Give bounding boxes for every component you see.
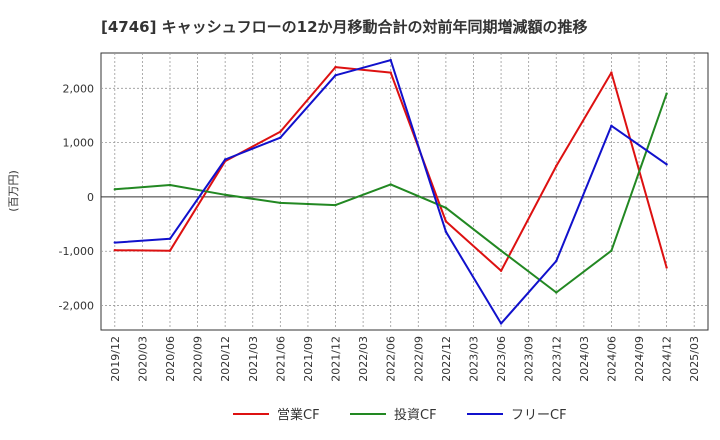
x-tick-label: 2023/03 bbox=[467, 336, 480, 382]
series-3-point-2021/06 bbox=[279, 136, 282, 139]
y-tick-label: 0 bbox=[87, 191, 94, 204]
series-lines bbox=[113, 58, 668, 325]
x-tick-label: 2020/12 bbox=[219, 336, 232, 382]
x-axis-ticks: 2019/12 2020/03 2020/06 2020/09 2020/12 2021/… bbox=[109, 336, 701, 382]
x-tick-label: 2022/03 bbox=[357, 336, 370, 382]
x-tick-label: 2024/09 bbox=[633, 336, 646, 382]
series-3-point-2023/12 bbox=[555, 259, 558, 263]
chart-title: [4746] キャッシュフローの12か月移動合計の対前年同期増減額の推移 bbox=[101, 18, 588, 36]
legend: 営業CF 投資CF フリーCF bbox=[233, 407, 567, 423]
x-tick-label: 2023/06 bbox=[495, 336, 508, 382]
y-axis-ticks: -2,000 -1,000 0 1,000 2,000 bbox=[59, 82, 94, 312]
series-1-point-2023/06 bbox=[499, 269, 503, 272]
legend-label-2: 投資CF bbox=[394, 407, 437, 423]
series-2-point-2021/12 bbox=[334, 203, 337, 207]
series-1-point-2022/06 bbox=[389, 71, 392, 74]
series-2-point-2024/12 bbox=[665, 92, 668, 95]
y-tick-label: 1,000 bbox=[63, 137, 95, 150]
series-3-point-2020/06 bbox=[168, 237, 172, 240]
series-3-point-2023/06 bbox=[499, 322, 503, 325]
x-tick-label: 2021/06 bbox=[274, 336, 287, 382]
series-3-point-2020/12 bbox=[223, 158, 227, 161]
x-tick-label: 2023/12 bbox=[550, 336, 563, 382]
series-2-point-2019/12 bbox=[113, 188, 116, 191]
x-tick-label: 2020/09 bbox=[192, 336, 205, 382]
series-1-point-2021/06 bbox=[279, 130, 282, 133]
x-tick-label: 2021/12 bbox=[330, 336, 343, 382]
x-tick-label: 2020/03 bbox=[136, 336, 149, 382]
series-3-point-2024/12 bbox=[665, 163, 668, 166]
series-1-point-2019/12 bbox=[113, 248, 116, 252]
grid-lines bbox=[101, 53, 708, 330]
y-tick-label: -1,000 bbox=[59, 245, 94, 258]
x-tick-label: 2021/09 bbox=[302, 336, 315, 382]
x-tick-label: 2022/12 bbox=[440, 336, 453, 382]
series-2-point-2020/06 bbox=[168, 183, 172, 187]
x-tick-label: 2024/06 bbox=[605, 336, 618, 382]
series-3-point-2019/12 bbox=[113, 241, 116, 244]
legend-label-1: 営業CF bbox=[277, 407, 320, 423]
series-2-point-2022/06 bbox=[389, 183, 392, 186]
y-tick-label: -2,000 bbox=[59, 300, 94, 313]
series-1-point-2021/12 bbox=[334, 65, 337, 69]
series-1-point-2024/06 bbox=[610, 71, 613, 74]
series-2-point-2023/12 bbox=[555, 291, 558, 294]
series-1-point-2020/06 bbox=[168, 249, 172, 252]
x-tick-label: 2022/09 bbox=[412, 336, 425, 382]
x-tick-label: 2019/12 bbox=[109, 336, 122, 382]
series-2-point-2021/06 bbox=[279, 201, 282, 205]
x-tick-label: 2021/03 bbox=[247, 336, 260, 382]
series-3-point-2022/06 bbox=[389, 58, 392, 62]
series-1-point-2022/12 bbox=[444, 220, 448, 223]
x-tick-label: 2020/06 bbox=[164, 336, 177, 382]
series-1-point-2023/12 bbox=[555, 164, 558, 168]
series-2-point-2023/06 bbox=[499, 249, 503, 252]
series-1-point-2024/12 bbox=[665, 266, 668, 269]
x-tick-label: 2024/12 bbox=[661, 336, 674, 382]
x-tick-label: 2023/09 bbox=[523, 336, 536, 382]
x-tick-label: 2025/03 bbox=[688, 336, 701, 382]
series-3-point-2021/12 bbox=[334, 74, 337, 77]
x-tick-label: 2022/06 bbox=[385, 336, 398, 382]
series-2-point-2020/12 bbox=[223, 193, 227, 196]
x-tick-label: 2024/03 bbox=[578, 336, 591, 382]
y-tick-label: 2,000 bbox=[63, 82, 95, 95]
legend-label-3: フリーCF bbox=[511, 408, 567, 423]
series-3-point-2024/06 bbox=[610, 124, 613, 127]
y-axis-label: (百万円) bbox=[7, 170, 20, 212]
series-2-point-2024/06 bbox=[610, 249, 613, 252]
series-3-point-2022/12 bbox=[444, 230, 448, 233]
series-2-point-2022/12 bbox=[444, 206, 448, 209]
